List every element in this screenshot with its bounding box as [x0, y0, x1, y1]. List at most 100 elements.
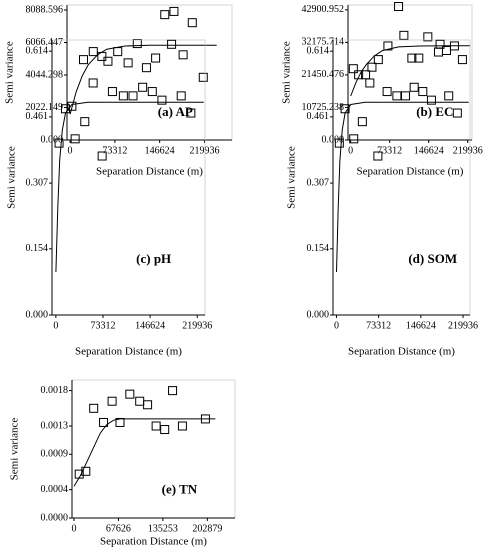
- data-point: [168, 386, 178, 396]
- x-tick-label: 67626: [106, 523, 131, 534]
- data-point: [354, 70, 364, 80]
- data-point: [160, 425, 170, 435]
- data-point: [79, 55, 88, 65]
- x-tick-label: 73312: [366, 320, 391, 331]
- x-tick-label: 219936: [453, 145, 483, 156]
- x-axis-label: Separation Distance (m): [357, 166, 464, 178]
- x-axis-label: Separation Distance (m): [96, 166, 203, 178]
- data-point: [125, 389, 135, 399]
- y-tick-label: 10725.238: [302, 102, 345, 113]
- data-point: [394, 2, 404, 12]
- data-point: [151, 53, 161, 63]
- data-point: [449, 41, 459, 51]
- data-point: [383, 41, 393, 51]
- data-point: [382, 87, 392, 97]
- data-point: [67, 101, 77, 111]
- y-tick-label: 0.307: [307, 177, 330, 188]
- data-point: [135, 396, 145, 406]
- y-tick-label: 0.154: [26, 243, 49, 254]
- data-point: [141, 63, 151, 73]
- x-tick-label: 219936: [448, 320, 478, 331]
- x-axis-label: Separation Distance (m): [75, 346, 182, 358]
- data-point: [61, 104, 70, 114]
- data-point: [423, 32, 433, 42]
- data-point: [349, 134, 359, 144]
- y-tick-label: 6066.447: [26, 37, 64, 48]
- data-point: [186, 108, 196, 118]
- fit-curve: [336, 101, 469, 273]
- data-point: [340, 104, 350, 114]
- y-tick-label: 4044.298: [26, 69, 64, 80]
- data-point: [115, 417, 125, 427]
- y-tick-label: 2022.149: [26, 102, 64, 113]
- plot-frame: [71, 379, 236, 519]
- data-point: [176, 91, 186, 101]
- y-tick-label: 0.154: [307, 243, 330, 254]
- data-point: [99, 417, 109, 427]
- data-point: [198, 72, 208, 82]
- x-tick-label: 219936: [182, 320, 212, 331]
- data-point: [138, 82, 148, 92]
- data-point: [147, 87, 157, 97]
- data-point: [128, 91, 138, 101]
- y-axis-label: Semi variance: [281, 41, 293, 104]
- data-point: [357, 117, 367, 127]
- x-tick-label: 219936: [189, 145, 219, 156]
- data-point: [143, 400, 153, 410]
- y-tick-label: 0.461: [26, 111, 49, 122]
- data-point: [200, 414, 210, 424]
- data-point: [88, 78, 98, 88]
- y-axis-label: Semi variance: [6, 146, 18, 209]
- data-point: [169, 6, 179, 16]
- data-point: [444, 91, 454, 101]
- x-tick-label: 73312: [377, 145, 402, 156]
- data-point: [441, 46, 451, 56]
- data-point: [151, 421, 161, 431]
- data-point: [74, 469, 84, 479]
- data-point: [81, 466, 91, 476]
- data-point: [54, 138, 64, 148]
- data-point: [103, 56, 113, 66]
- y-tick-label: 0.0009: [41, 449, 69, 460]
- x-tick-label: 202879: [192, 523, 222, 534]
- data-point: [123, 58, 133, 68]
- panel-annotation: (d) SOM: [408, 251, 457, 266]
- data-point: [97, 151, 107, 161]
- x-axis-label: Separation Distance (m): [100, 536, 207, 548]
- x-tick-label: 146624: [406, 320, 436, 331]
- data-point: [97, 51, 107, 61]
- fit-curve: [73, 418, 216, 487]
- data-point: [157, 95, 167, 105]
- data-point: [452, 108, 462, 118]
- fit-curve: [350, 45, 471, 97]
- fit-curve: [55, 101, 204, 273]
- panel-annotation: (c) pH: [136, 251, 171, 266]
- y-tick-label: 0.0000: [41, 512, 69, 523]
- y-tick-label: 32175.714: [302, 37, 345, 48]
- y-tick-label: 8088.596: [26, 4, 64, 15]
- data-point: [418, 87, 428, 97]
- y-axis-label: Semi variance: [4, 41, 16, 104]
- y-tick-label: 0.614: [26, 45, 49, 56]
- x-tick-label: 0: [334, 320, 339, 331]
- y-tick-label: 0.307: [26, 177, 49, 188]
- data-point: [178, 50, 188, 60]
- data-point: [401, 91, 411, 101]
- x-tick-label: 146624: [145, 145, 175, 156]
- data-point: [367, 62, 377, 72]
- data-point: [80, 117, 90, 127]
- y-tick-label: 0.0004: [41, 484, 69, 495]
- panel-annotation: (a) AP: [158, 104, 193, 119]
- data-point: [365, 78, 375, 88]
- x-axis-label: Separation Distance (m): [348, 346, 455, 358]
- data-point: [348, 64, 358, 74]
- data-point: [373, 151, 383, 161]
- data-point: [160, 10, 170, 20]
- y-tick-label: 0.0018: [41, 385, 69, 396]
- plot-frame: [66, 4, 233, 141]
- x-tick-label: 146624: [135, 320, 165, 331]
- data-point: [409, 82, 419, 92]
- data-point: [399, 30, 409, 40]
- panel-annotation: (b) EC: [416, 104, 453, 119]
